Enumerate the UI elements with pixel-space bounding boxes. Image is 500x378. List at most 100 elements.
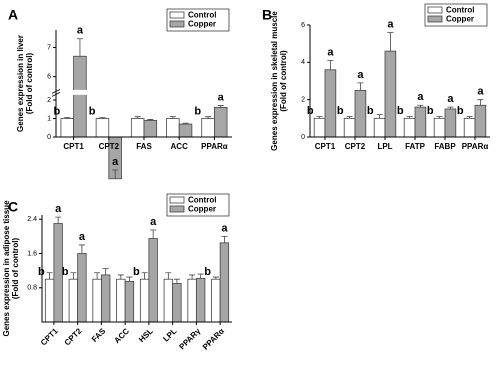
bar [178,123,193,138]
x-tick-label: HSL [137,326,155,344]
y-tick-label: 7 [47,44,51,51]
error-bar [182,122,189,125]
error-bar [327,60,334,70]
significance-letter: b [62,266,69,278]
significance-letter: b [194,105,201,117]
y-tick-label: 1 [47,115,51,122]
error-bar [165,272,172,280]
y-tick-label: 2 [47,97,51,104]
legend-swatch [427,6,443,14]
y-axis-label: (Fold of control) [25,53,34,115]
bar [95,118,110,138]
error-bar [477,99,484,106]
y-tick-label: 0.8 [27,285,37,292]
x-tick-label: FAS [136,142,152,151]
bar [474,104,487,138]
error-bar [466,116,473,119]
y-tick-label: 2 [301,97,305,104]
bar [463,117,476,138]
bar [195,277,206,323]
significance-letter: b [457,105,464,117]
significance-letter: a [150,216,157,228]
panel-label: A [8,7,18,23]
axes [41,215,232,323]
error-bar [126,276,133,282]
error-bar [346,116,353,119]
error-bar [147,119,154,121]
bar [53,223,63,323]
error-bar [112,169,119,179]
significance-letter: a [447,93,454,105]
legend-swatch [427,15,443,23]
bar [187,278,197,323]
error-bar [417,104,424,108]
error-bar [221,236,228,243]
error-bar [173,278,180,284]
bar [116,278,126,323]
error-bar [436,116,443,119]
legend-label: Copper [188,205,216,214]
bar [77,253,87,323]
error-bar [197,273,204,279]
error-bar [316,116,323,119]
error-bar [117,274,124,280]
bar [100,274,111,323]
bar [172,283,182,323]
bar [211,278,221,323]
x-tick-label: PPARα [201,142,228,151]
x-tick-label: CPT2 [345,142,366,151]
error-bar [189,274,196,280]
legend-swatch [169,205,185,213]
x-tick-label: ACC [112,326,131,345]
significance-letter: b [367,105,374,117]
significance-letter: a [477,86,484,98]
x-tick-label: FATP [405,142,426,151]
error-bar [212,276,219,280]
error-bar [376,114,383,119]
y-tick-label: 6 [301,22,305,29]
legend-label: Copper [446,15,474,24]
legend-label: Control [188,196,216,205]
bar [444,108,457,138]
error-bar [205,116,212,119]
x-tick-label: PPARα [462,142,489,151]
error-bar [94,272,101,280]
legend-swatch [169,20,185,28]
y-axis-label: Genes expression in adipose tissue [2,200,11,337]
bar [92,278,102,323]
significance-letter: a [77,25,84,37]
bar [139,278,150,323]
significance-letter: b [427,105,434,117]
significance-letter: a [55,203,62,215]
significance-letter: a [387,18,394,30]
bar [68,278,79,323]
x-tick-label: CPT2 [63,326,84,347]
error-bar [406,116,413,119]
axes [309,25,490,138]
error-bar [55,216,62,224]
significance-letter: a [357,69,364,81]
bar [313,117,326,138]
error-bar [387,32,394,52]
y-axis-label: Genes expression in skeletal muscle [270,11,279,151]
bar [433,117,446,138]
significance-letter: a [79,231,86,243]
axis-break-gap [52,89,232,95]
x-tick-label: CPT1 [39,326,60,347]
y-tick-label: 0 [47,134,51,141]
legend-label: Control [446,6,474,15]
error-bar [169,116,176,119]
legend-swatch [169,11,185,19]
x-tick-label: CPT1 [63,142,84,151]
bar [219,242,230,323]
significance-letter: a [112,156,119,168]
y-axis-label: (Fold of control) [279,50,288,112]
y-tick-label: 6 [47,74,51,81]
x-tick-label: PPARα [201,326,226,351]
bar [148,238,158,323]
error-bar [46,272,53,280]
error-bar [134,116,141,119]
significance-letter: b [54,105,61,117]
error-bar [102,268,109,275]
bar [130,118,145,138]
